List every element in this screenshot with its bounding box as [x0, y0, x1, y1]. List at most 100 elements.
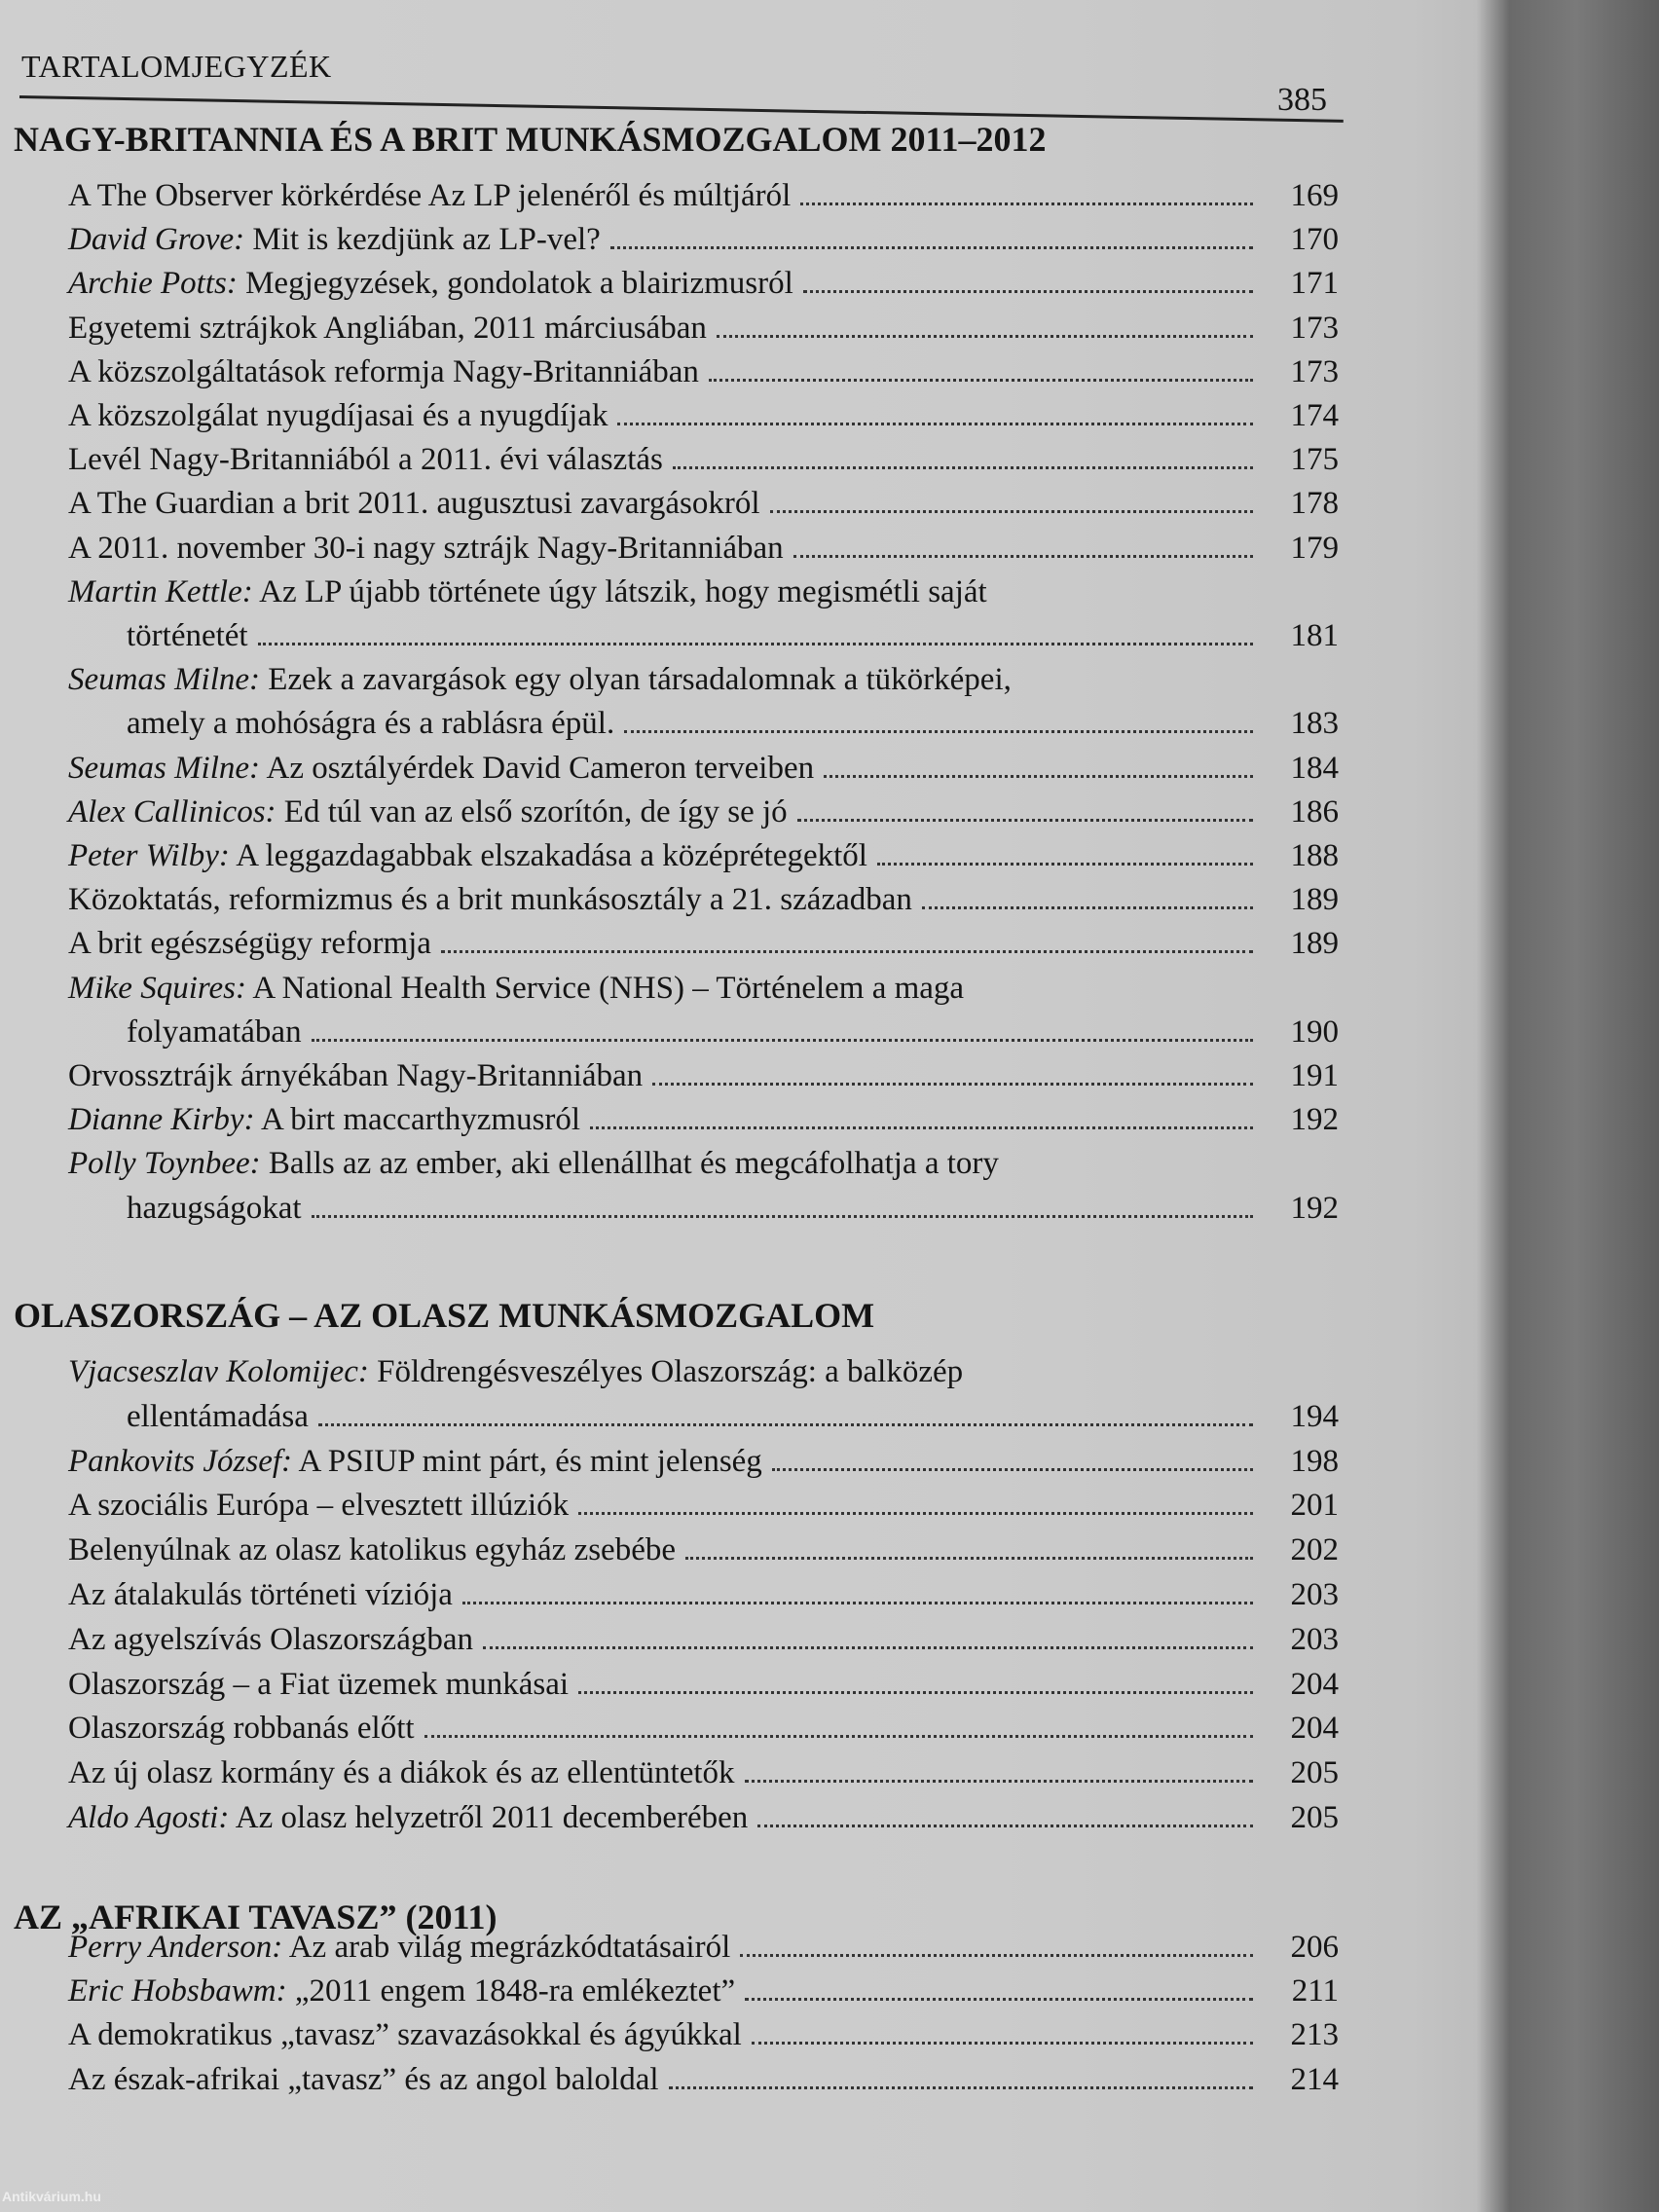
- toc-entry: Olaszország – a Fiat üzemek munkásai 204: [68, 1660, 1339, 1703]
- dot-leader: [796, 818, 1253, 822]
- entry-text: Martin Kettle: Az LP újabb története úgy…: [68, 574, 987, 610]
- entry-title: Mit is kezdjünk az LP-vel?: [252, 222, 601, 258]
- entry-text: Közoktatás, reformizmus és a brit munkás…: [68, 882, 912, 918]
- entry-text: David Grove: Mit is kezdjünk az LP-vel?: [68, 222, 601, 258]
- dot-leader: [590, 1125, 1253, 1130]
- dot-leader: [802, 289, 1253, 294]
- toc-entry: A közszolgáltatások reformja Nagy-Britan…: [68, 348, 1339, 390]
- toc-entry: Dianne Kirby: A birt maccarthyzmusról 192: [68, 1095, 1339, 1138]
- entry-page-number: 183: [1290, 706, 1340, 742]
- toc-entry: David Grove: Mit is kezdjünk az LP-vel? 1…: [68, 215, 1339, 258]
- dot-leader: [740, 1953, 1253, 1957]
- entry-title-continuation: amely a mohóságra és a rablásra épül.: [127, 706, 615, 742]
- entry-author: Aldo Agosti:: [68, 1800, 230, 1835]
- entry-text: Alex Callinicos: Ed túl van az első szor…: [68, 794, 788, 830]
- section-heading: NAGY-BRITANNIA ÉS A BRIT MUNKÁSMOZGALOM …: [14, 120, 1047, 159]
- entry-page-number: 171: [1290, 266, 1340, 302]
- entry-title: A PSIUP mint párt, és mint jelenség: [298, 1443, 762, 1479]
- toc-entry: Belenyúlnak az olasz katolikus egyház zs…: [68, 1526, 1339, 1568]
- toc-entry: Az észak-afrikai „tavasz” és az angol ba…: [68, 2055, 1339, 2098]
- entry-title: Az agyelszívás Olaszországban: [68, 1621, 473, 1657]
- dot-leader: [769, 509, 1253, 514]
- entry-author: Dianne Kirby:: [68, 1102, 255, 1138]
- entry-title: A The Observer körkérdése Az LP jelenérő…: [68, 178, 792, 213]
- toc-entry: Seumas Milne: Ezek a zavargások egy olya…: [68, 655, 1339, 698]
- entry-title: Az LP újabb története úgy látszik, hogy …: [259, 573, 987, 609]
- toc-entry: Martin Kettle: Az LP újabb története úgy…: [68, 568, 1339, 610]
- entry-author: Seumas Milne:: [68, 662, 261, 698]
- toc-entry: Orvossztrájk árnyékában Nagy-Britanniába…: [68, 1051, 1339, 1094]
- entry-title: Levél Nagy-Britanniából a 2011. évi vála…: [68, 442, 663, 478]
- entry-title-continuation: történetét: [127, 618, 248, 653]
- entry-text: Archie Potts: Megjegyzések, gondolatok a…: [68, 266, 793, 302]
- dot-leader: [757, 1824, 1253, 1827]
- entry-author: Martin Kettle:: [68, 573, 253, 609]
- dot-leader: [921, 905, 1253, 910]
- entry-text: A The Guardian a brit 2011. augusztusi z…: [68, 486, 760, 522]
- entry-page-number: 191: [1290, 1058, 1340, 1093]
- entry-page-number: 213: [1290, 2017, 1340, 2053]
- entry-text: Olaszország robbanás előtt: [68, 1711, 415, 1747]
- toc-entry-continuation: történetét 181: [127, 611, 1339, 654]
- entry-page-number: 202: [1290, 1532, 1340, 1568]
- dot-leader: [708, 378, 1253, 382]
- entry-page-number: 206: [1290, 1930, 1340, 1965]
- entry-text: Perry Anderson: Az arab világ megrázkódt…: [68, 1930, 730, 1966]
- entry-title: Egyetemi sztrájkok Angliában, 2011 márci…: [68, 310, 707, 346]
- toc-entry: Aldo Agosti: Az olasz helyzetről 2011 de…: [68, 1793, 1339, 1836]
- entry-text: Az észak-afrikai „tavasz” és az angol ba…: [68, 2062, 659, 2098]
- toc-entry: A demokratikus „tavasz” szavazásokkal és…: [68, 2010, 1339, 2053]
- toc-entry: Az agyelszívás Olaszországban 203: [68, 1615, 1339, 1658]
- dot-leader: [311, 1214, 1253, 1218]
- watermark: Antikvárium.hu: [2, 2189, 101, 2204]
- entry-text: A közszolgáltatások reformja Nagy-Britan…: [68, 354, 699, 390]
- entry-author: Alex Callinicos:: [68, 793, 276, 830]
- dot-leader: [685, 1556, 1253, 1561]
- entry-page-number: 214: [1290, 2061, 1340, 2097]
- entry-page-number: 198: [1290, 1443, 1340, 1479]
- entry-text: Seumas Milne: Az osztályérdek David Came…: [68, 751, 814, 787]
- entry-page-number: 169: [1290, 178, 1340, 213]
- dot-leader: [876, 862, 1253, 866]
- entry-page-number: 205: [1290, 1800, 1340, 1835]
- entry-title-continuation: hazugságokat: [127, 1190, 302, 1226]
- entry-title: A birt maccarthyzmusról: [261, 1102, 581, 1138]
- toc-entry: Levél Nagy-Britanniából a 2011. évi vála…: [68, 435, 1339, 478]
- dot-leader: [311, 1038, 1253, 1042]
- entry-text: A demokratikus „tavasz” szavazásokkal és…: [68, 2017, 742, 2053]
- entry-title: Olaszország – a Fiat üzemek munkásai: [68, 1666, 570, 1702]
- entry-title: Ezek a zavargások egy olyan társadalomna…: [268, 662, 1012, 698]
- toc-entry-continuation: folyamatában 190: [127, 1008, 1339, 1051]
- entry-title: Belenyúlnak az olasz katolikus egyház zs…: [68, 1532, 677, 1568]
- dot-leader: [793, 554, 1253, 558]
- entry-page-number: 190: [1290, 1014, 1340, 1050]
- toc-entry: A The Guardian a brit 2011. augusztusi z…: [68, 479, 1339, 522]
- dot-leader: [624, 729, 1253, 734]
- entry-title: A közszolgálat nyugdíjasai és a nyugdíja…: [68, 398, 608, 433]
- entry-title: Az osztályérdek David Cameron terveiben: [266, 750, 815, 786]
- entry-page-number: 173: [1290, 310, 1340, 346]
- entry-page-number: 192: [1290, 1190, 1340, 1226]
- dot-leader: [745, 1997, 1253, 2002]
- entry-page-number: 179: [1290, 530, 1340, 566]
- entry-page-number: 201: [1290, 1488, 1340, 1524]
- entry-page-number: 203: [1290, 1621, 1340, 1657]
- section-heading: OLASZORSZÁG – AZ OLASZ MUNKÁSMOZGALOM: [14, 1296, 875, 1335]
- entry-author: Polly Toynbee:: [68, 1146, 261, 1182]
- entry-text: A brit egészségügy reformja: [68, 926, 431, 962]
- entry-page-number: 188: [1290, 838, 1340, 873]
- entry-title: A brit egészségügy reformja: [68, 926, 431, 962]
- toc-entry-continuation: amely a mohóságra és a rablásra épül. 183: [127, 699, 1339, 742]
- entry-title: Az átalakulás történeti víziója: [68, 1577, 453, 1612]
- entry-text: Eric Hobsbawm: „2011 engem 1848-ra emlék…: [68, 1973, 735, 2009]
- running-title: TARTALOMJEGYZÉK: [21, 49, 332, 84]
- entry-title: Az új olasz kormány és a diákok és az el…: [68, 1755, 735, 1791]
- toc-entry: Az új olasz kormány és a diákok és az el…: [68, 1749, 1339, 1791]
- entry-title: Az olasz helyzetről 2011 decemberében: [235, 1800, 749, 1835]
- entry-title: A National Health Service (NHS) – Történ…: [252, 970, 965, 1006]
- toc-entry: Peter Wilby: A leggazdagabbak elszakadás…: [68, 831, 1339, 874]
- entry-title: A leggazdagabbak elszakadása a középréte…: [236, 838, 867, 873]
- entry-title-continuation: ellentámadása: [127, 1398, 309, 1434]
- entry-text: Belenyúlnak az olasz katolikus egyház zs…: [68, 1532, 676, 1568]
- entry-page-number: 181: [1290, 618, 1340, 653]
